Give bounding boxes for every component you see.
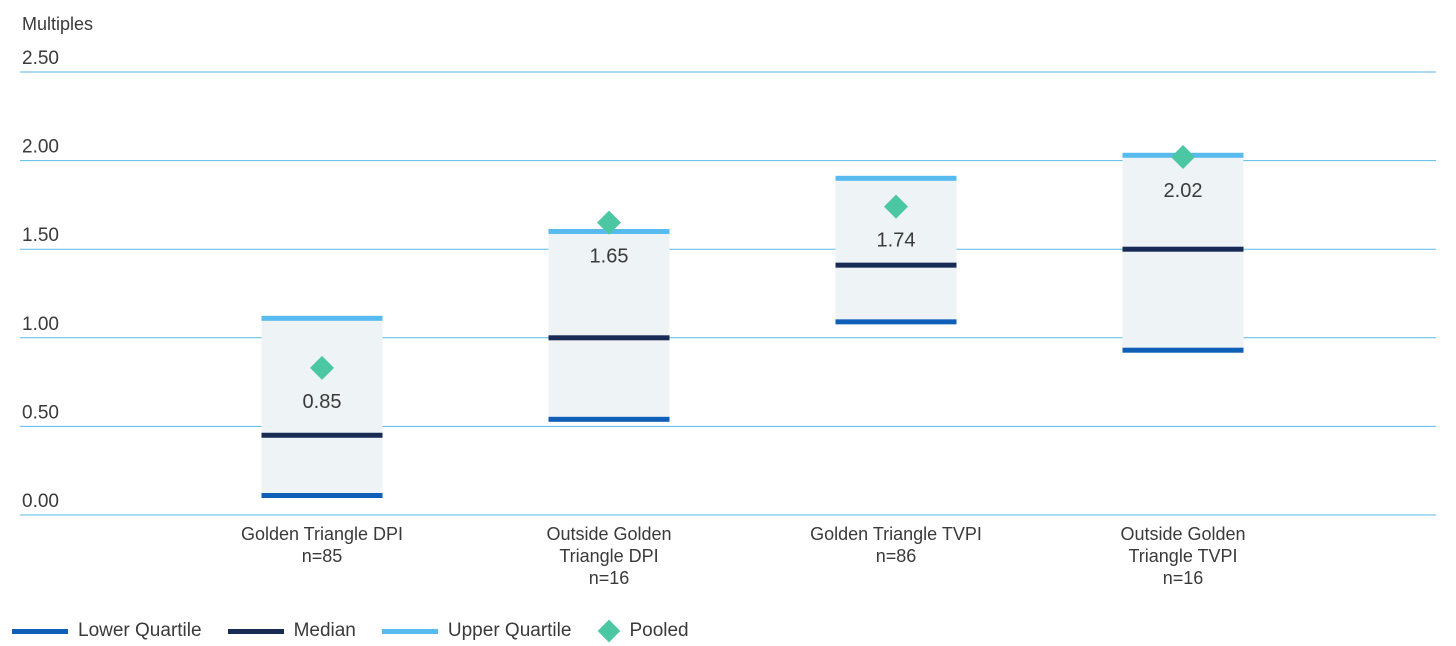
- pooled-marker: [310, 355, 334, 380]
- legend-item: Lower Quartile: [12, 620, 202, 642]
- iqr-box: [548, 231, 670, 420]
- legend-label: Pooled: [629, 620, 689, 641]
- y-axis-label: Multiples: [22, 14, 93, 34]
- data-label: 2.02: [1164, 180, 1203, 202]
- y-tick-label: 0.50: [22, 402, 59, 423]
- y-tick-label: 1.00: [22, 314, 59, 335]
- iqr-box: [261, 318, 383, 496]
- median-line: [261, 432, 383, 438]
- legend-label: Lower Quartile: [78, 620, 202, 641]
- x-tick-label: n=16: [1163, 568, 1204, 588]
- median-line: [835, 262, 957, 268]
- data-label: 1.74: [877, 230, 916, 252]
- data-label: 1.65: [590, 246, 629, 268]
- legend-swatch: [598, 619, 621, 643]
- pooled-marker: [884, 194, 908, 219]
- legend-item: Upper Quartile: [381, 620, 572, 642]
- legend-swatch: [227, 628, 284, 634]
- legend-item: Median: [227, 620, 356, 642]
- legend-swatch: [381, 628, 438, 634]
- y-tick-label: 0.00: [22, 491, 59, 512]
- x-tick-label: n=85: [302, 546, 343, 566]
- legend-item: Pooled: [597, 619, 689, 643]
- legend-swatch: [12, 628, 68, 634]
- legend-label: Median: [293, 620, 356, 641]
- upper-quartile-line: [835, 175, 957, 181]
- median-line: [548, 335, 670, 341]
- y-tick-label: 2.50: [22, 48, 59, 69]
- x-tick-label: n=86: [876, 546, 917, 566]
- data-label: 0.85: [303, 391, 342, 413]
- legend-label: Upper Quartile: [447, 620, 572, 641]
- median-line: [1122, 246, 1244, 252]
- pooled-marker: [597, 210, 621, 235]
- x-tick-label: Outside Golden: [546, 524, 671, 544]
- x-tick-label: Golden Triangle TVPI: [810, 524, 982, 544]
- y-tick-label: 2.00: [22, 137, 59, 158]
- x-tick-label: Triangle DPI: [559, 546, 658, 566]
- x-tick-label: Outside Golden: [1120, 524, 1245, 544]
- x-tick-label: Triangle TVPI: [1128, 546, 1237, 566]
- lower-quartile-line: [835, 319, 957, 325]
- y-tick-label: 1.50: [22, 225, 59, 246]
- lower-quartile-line: [1122, 347, 1244, 353]
- x-tick-label: Golden Triangle DPI: [241, 524, 403, 544]
- legend: Lower Quartile Median Upper Quartile Pooled: [12, 619, 715, 643]
- pooled-marker: [1171, 145, 1195, 170]
- lower-quartile-line: [261, 493, 383, 499]
- lower-quartile-line: [548, 416, 670, 422]
- upper-quartile-line: [261, 315, 383, 321]
- x-tick-label: n=16: [589, 568, 630, 588]
- iqr-box: [1122, 155, 1244, 351]
- chart-plot: Multiples 0.00 0.50 1.00 1.50 2.00 2.50 0.85 Gol…: [20, 14, 1436, 588]
